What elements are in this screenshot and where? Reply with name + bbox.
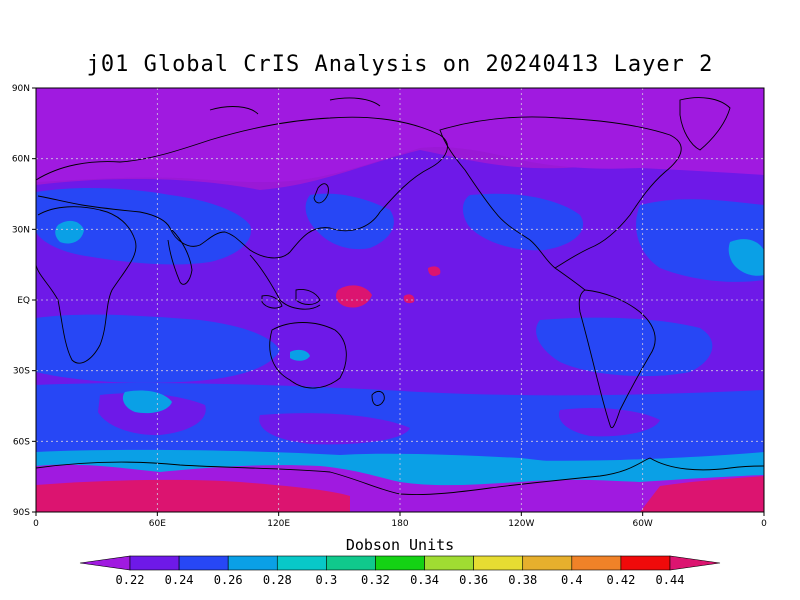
colorbar-level-label: 0.32 [361, 573, 390, 587]
colorbar-level-label: 0.38 [508, 573, 537, 587]
colorbar-title: Dobson Units [345, 536, 455, 554]
colorbar-swatch [522, 555, 573, 571]
y-tick-label: 60N [12, 155, 30, 165]
colorbar-level-label: 0.28 [263, 573, 292, 587]
map-title: j01 Global CrIS Analysis on 20240413 Lay… [86, 52, 714, 77]
contour-band-0-22-tropics [336, 266, 441, 308]
ozone-field [36, 88, 764, 512]
contour-band-0-28-south [340, 453, 620, 481]
colorbar: 0.22 0.24 0.26 0.28 0.3 0.32 0.34 0.36 0.38 0.4 0.… [79, 555, 721, 587]
coastlines [36, 97, 764, 495]
latitude-ticks: 90N 60N 30N EQ 30S 60S 90S [12, 84, 36, 518]
colorbar-high-arrow [669, 555, 721, 571]
colorbar-level-label: 0.34 [410, 573, 439, 587]
colorbar-level-label: 0.26 [214, 573, 243, 587]
colorbar-swatch [571, 555, 622, 571]
y-tick-label: 30S [13, 367, 30, 377]
colorbar-swatch [473, 555, 524, 571]
colorbar-level-label: 0.42 [606, 573, 635, 587]
colorbar-level-label: 0.24 [165, 573, 194, 587]
colorbar-swatch [620, 555, 671, 571]
x-tick-label: 120W [508, 519, 534, 529]
colorbar-swatch [326, 555, 376, 571]
x-tick-label: 60W [632, 519, 652, 529]
colorbar-swatch [129, 555, 180, 571]
y-tick-label: EQ [17, 296, 30, 306]
colorbar-level-label: 0.4 [561, 573, 583, 587]
x-tick-label: 120E [267, 519, 290, 529]
colorbar-level-label: 0.44 [656, 573, 685, 587]
y-tick-label: 60S [13, 437, 30, 447]
colorbar-swatch [276, 555, 327, 571]
y-tick-label: 30N [12, 225, 30, 235]
x-tick-label: 180 [391, 519, 408, 529]
x-tick-label: 0 [33, 519, 39, 529]
y-tick-label: 90S [13, 508, 30, 518]
colorbar-swatch [227, 555, 278, 571]
colorbar-level-label: 0.36 [459, 573, 488, 587]
colorbar-level-label: 0.22 [116, 573, 145, 587]
colorbar-swatch [375, 555, 425, 571]
colorbar-low-arrow [79, 555, 131, 571]
x-tick-label: 60E [149, 519, 166, 529]
y-tick-label: 90N [12, 84, 30, 94]
x-tick-label: 0 [761, 519, 767, 529]
colorbar-level-label: 0.3 [316, 573, 338, 587]
grid-lines [36, 88, 764, 512]
colorbar-swatch [424, 555, 474, 571]
longitude-ticks: 0 60E 120E 180 120W 60W 0 [33, 512, 767, 529]
colorbar-swatch [178, 555, 229, 571]
contour-band-0-26 [36, 188, 764, 470]
